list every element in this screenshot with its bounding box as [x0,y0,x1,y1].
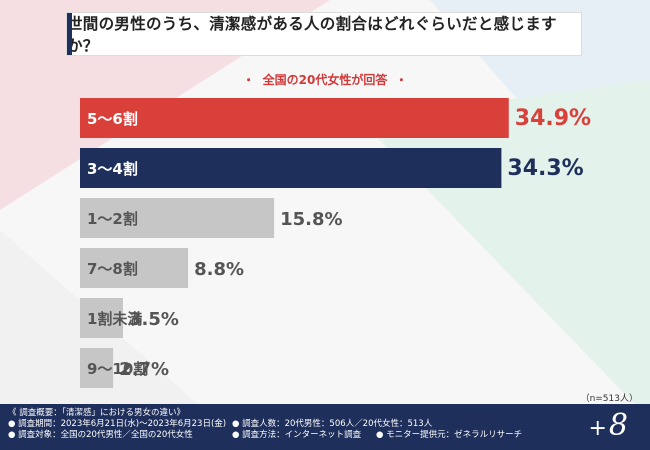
logo-plus: + [588,416,607,441]
logo-number: 8 [608,408,628,443]
bar-1 [80,98,509,138]
category-label-3: 1〜2割 [87,210,138,228]
brand-logo: +8 [588,408,628,443]
survey-provider: ● モニター提供元：ゼネラルリサーチ [376,430,523,440]
question-box: 世間の男性のうち、清潔感がある人の割合はどれぐらいだと感じますか？ [66,12,582,56]
bar-chart: 5〜6割 34.9% 3〜4割 34.3% 1〜2割 15.8% 7〜8割 8.8% 1割未満3… [80,98,591,388]
bar-3 [80,198,275,238]
bar-5 [80,298,123,338]
subtitle-text: 全国の20代女性が回答 [262,73,388,87]
category-label-1: 5〜6割 [87,110,138,128]
bar-2 [80,148,502,188]
sample-size-note: （n=513人） [580,394,638,404]
value-label-4: 8.8% [194,259,244,280]
question-title: 世間の男性のうち、清潔感がある人の割合はどれぐらいだと感じますか？ [67,15,557,55]
category-label-4: 7〜8割 [87,260,138,278]
category-label-5: 1割未満 [87,310,142,328]
survey-period: ● 調査期間：2023年6月21日(水)〜2023年6月23日(金) [8,419,227,429]
footer-col-right: ● モニター提供元：ゼネラルリサーチ [376,430,522,441]
survey-method: ● 調査方法：インターネット調査 [232,430,362,440]
category-label-2: 3〜4割 [87,160,138,178]
footer-col-middle: ● 調査人数：20代男性：506人／20代女性：513人 ● 調査方法：インター… [232,419,432,441]
bar-4 [80,248,189,288]
bar-6 [80,348,114,388]
value-label-2: 34.3% [507,156,583,181]
value-label-5: 3.5% [129,309,179,330]
value-label-1: 34.9% [515,106,591,131]
subtitle-dot-left: ・ [242,73,255,87]
bg-shape-gray [0,230,250,450]
survey-overview: 《 調査概要：「清潔感」における男女の違い》 [8,408,185,418]
subtitle-dot-right: ・ [395,73,408,87]
value-label-6: 2.7% [119,359,169,380]
footer-col-left: 《 調査概要：「清潔感」における男女の違い》 ● 調査期間：2023年6月21日… [8,408,226,441]
subtitle: ・全国の20代女性が回答・ [0,71,650,88]
value-label-3: 15.8% [280,209,342,230]
survey-target: ● 調査対象：全国の20代男性／全国の20代女性 [8,430,193,440]
category-label-6: 9〜10割 [87,360,148,378]
footer-survey-info: 《 調査概要：「清潔感」における男女の違い》 ● 調査期間：2023年6月21日… [0,404,650,450]
survey-count: ● 調査人数：20代男性：506人／20代女性：513人 [232,419,433,429]
